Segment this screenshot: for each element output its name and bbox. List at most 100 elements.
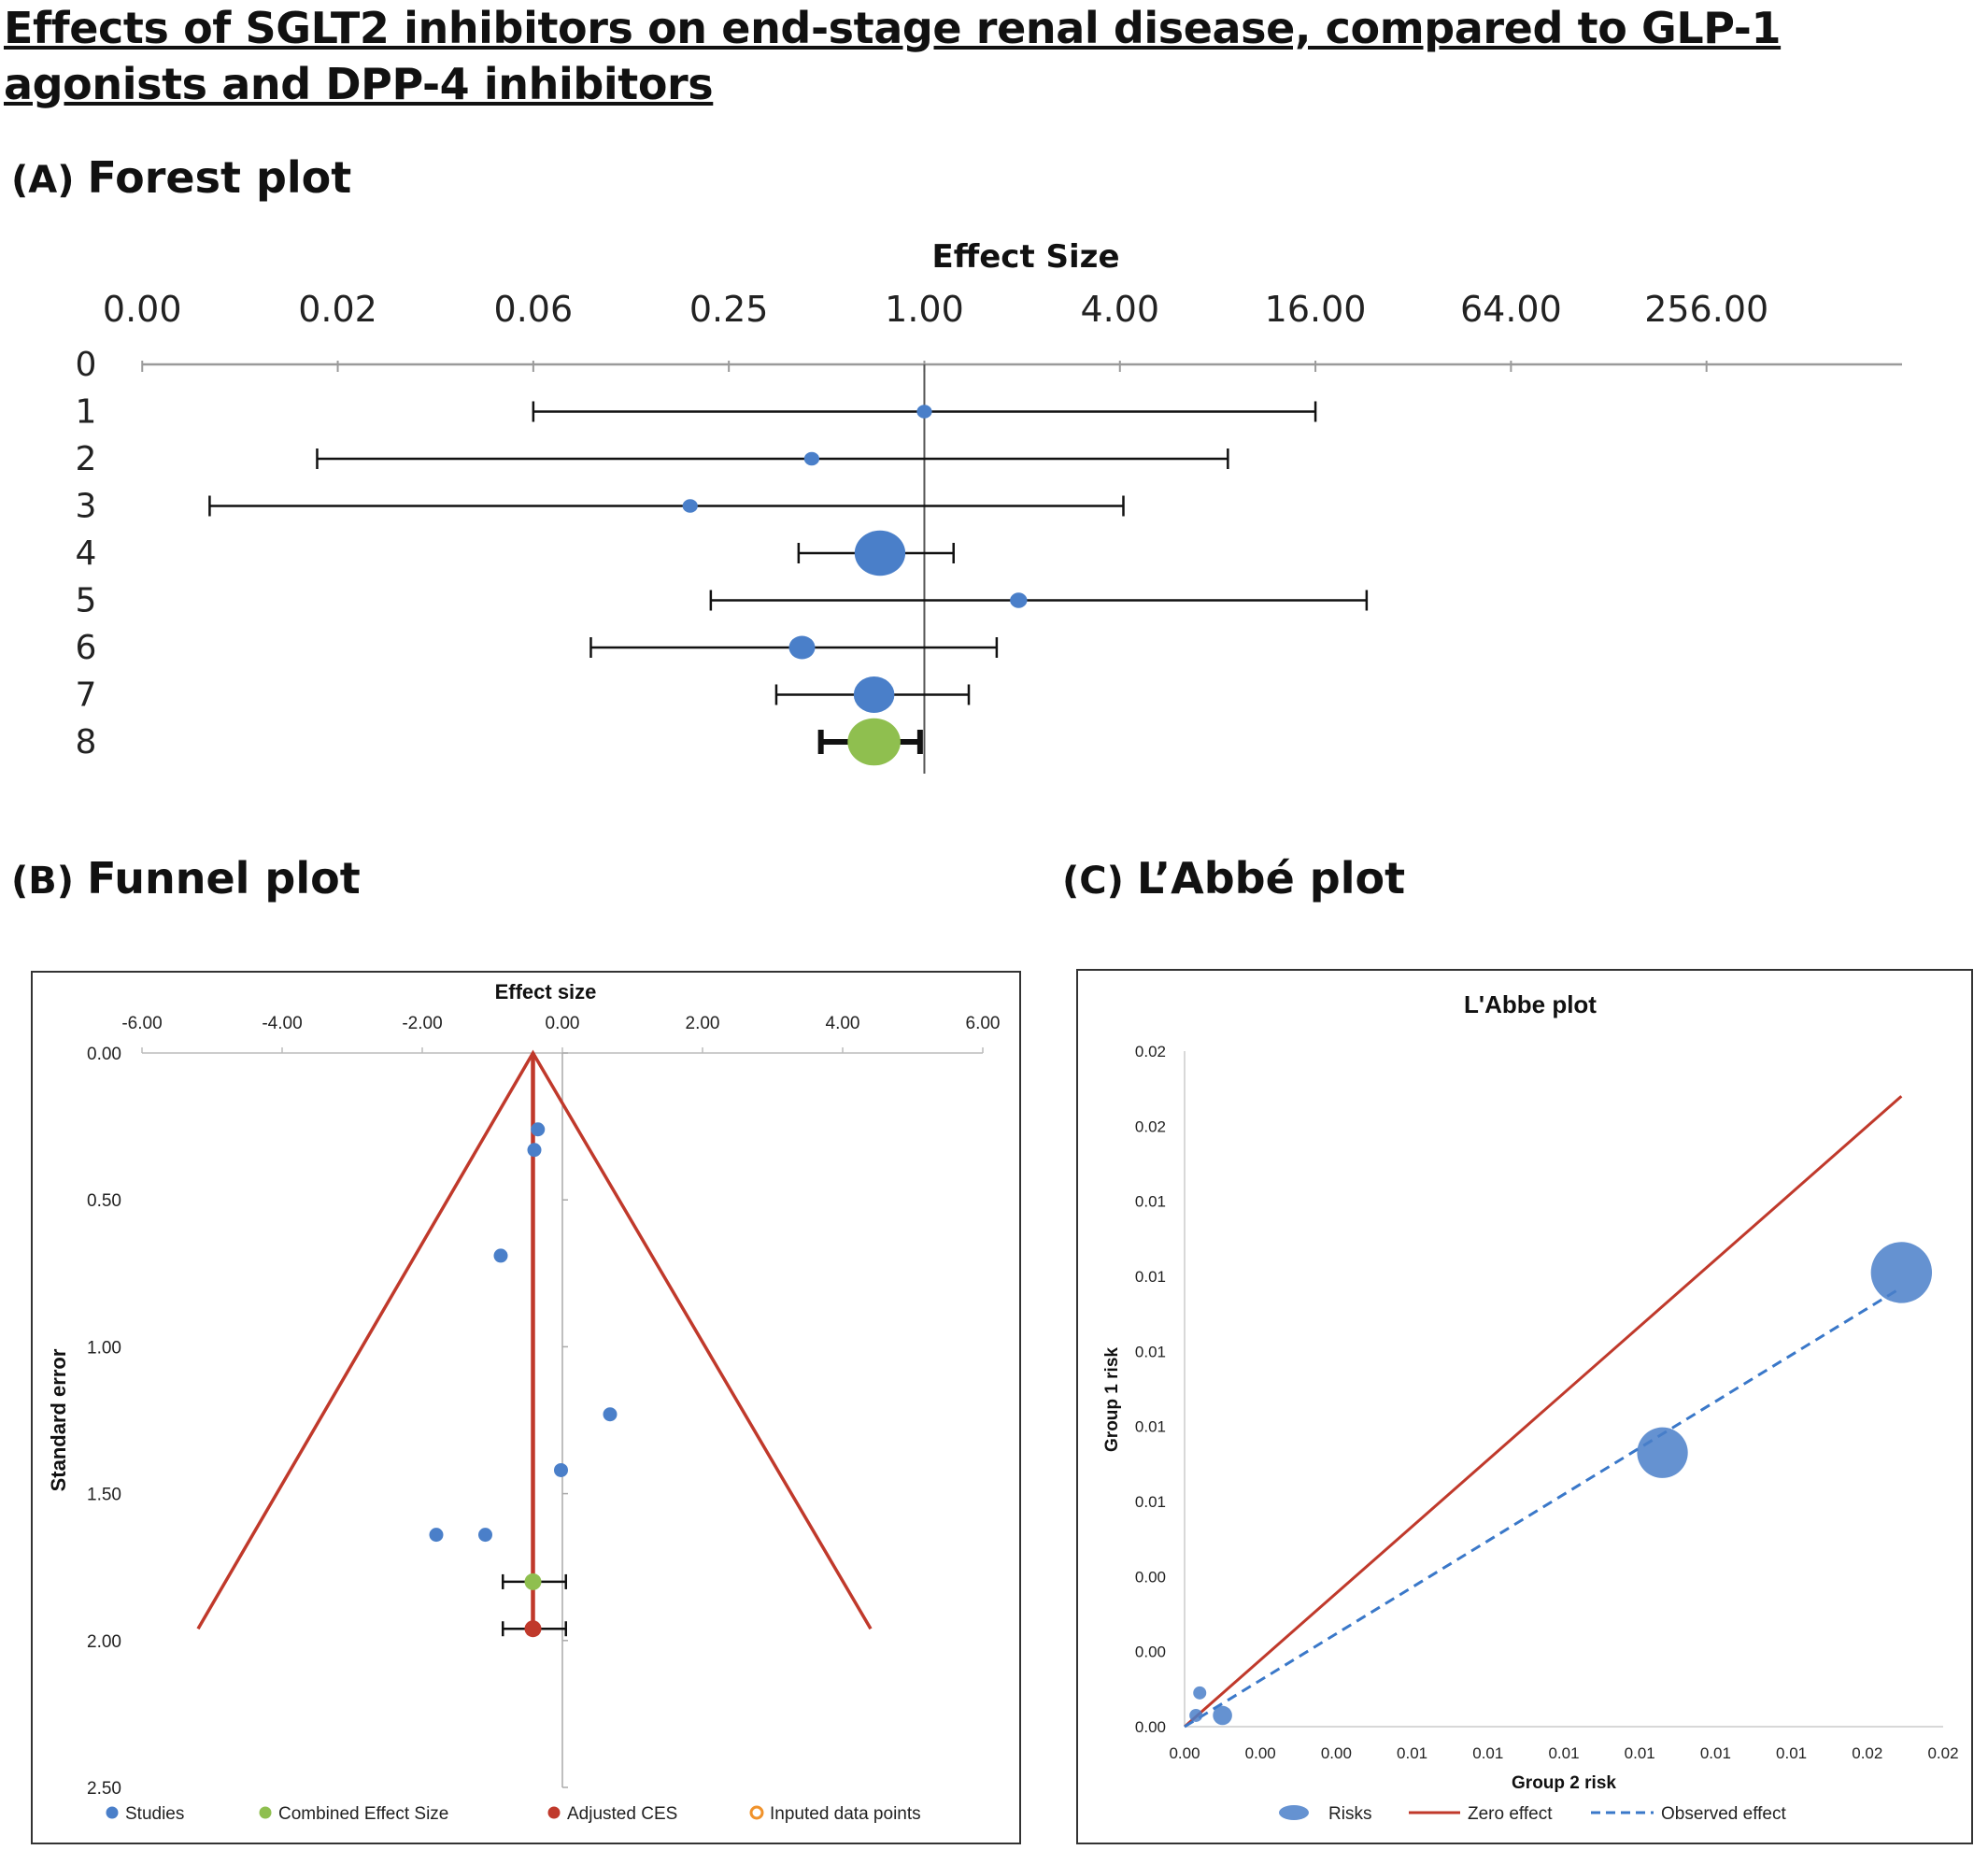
funnel-legend-swatch: [749, 1805, 764, 1820]
labbe-x-tick-label: 0.01: [1472, 1744, 1503, 1762]
panel-c-heading: (C) L’Abbé plot: [1062, 852, 1405, 907]
forest-row-label: 6: [76, 629, 97, 667]
forest-x-tick-label: 0.00: [103, 289, 182, 330]
forest-combined-marker: [847, 718, 901, 766]
forest-x-tick-label: 16.00: [1265, 289, 1367, 330]
funnel-legend-label: Studies: [125, 1804, 184, 1824]
labbe-y-tick-label: 0.01: [1135, 1268, 1166, 1286]
labbe-y-tick-label: 0.00: [1135, 1568, 1166, 1586]
forest-x-tick-label: 0.06: [494, 289, 574, 330]
forest-x-tick-label: 1.00: [885, 289, 964, 330]
labbe-y-tick-label: 0.01: [1135, 1418, 1166, 1436]
forest-plot: Effect Size 0.00 0.02 0.06 0.25 1.00 4.00 16.00…: [76, 238, 1902, 774]
funnel-combined-point: [524, 1572, 542, 1590]
funnel-legend-swatch: [547, 1806, 561, 1819]
labbe-x-tick-label: 0.02: [1927, 1744, 1958, 1762]
labbe-y-tick-label: 0.01: [1135, 1193, 1166, 1211]
funnel-plot: Effect size -6.00 -4.00 -2.00 0.00 2.00 4.00 6.…: [31, 971, 1021, 1844]
forest-row-label: 8: [76, 723, 97, 761]
funnel-x-tick-label: 4.00: [826, 1014, 860, 1033]
labbe-x-tick-label: 0.00: [1245, 1744, 1276, 1762]
panel-a-title: Forest plot: [87, 152, 352, 203]
funnel-study-point: [603, 1407, 618, 1422]
labbe-observed-effect-line: [1184, 1286, 1903, 1729]
labbe-frame: [1076, 969, 1973, 1844]
forest-study-marker: [854, 530, 906, 576]
panel-c-label: (C): [1062, 860, 1124, 903]
forest-row-label: 7: [76, 676, 97, 715]
panel-a-label: (A): [11, 159, 75, 202]
forest-x-tick-label: 64.00: [1460, 289, 1562, 330]
panel-b-title: Funnel plot: [87, 853, 361, 904]
panel-c-title: L’Abbé plot: [1136, 853, 1406, 904]
funnel-y-tick-label: 0.50: [87, 1191, 121, 1211]
labbe-plot: L'Abbe plot0.000.000.000.010.010.010.010…: [1076, 969, 1973, 1844]
funnel-x-tick-label: -4.00: [262, 1014, 302, 1033]
labbe-zero-effect-line: [1184, 1095, 1903, 1729]
funnel-legend-swatch: [106, 1806, 119, 1819]
panel-b-label: (B): [11, 860, 75, 903]
funnel-study-point: [554, 1462, 568, 1477]
page-title: Effects of SGLT2 inhibitors on end-stage…: [4, 3, 1782, 109]
forest-study-marker: [788, 635, 816, 660]
labbe-x-tick-label: 0.00: [1321, 1744, 1352, 1762]
forest-row-label: 0: [76, 346, 97, 384]
funnel-frame: [31, 971, 1021, 1844]
labbe-y-tick-label: 0.00: [1135, 1644, 1166, 1661]
labbe-x-tick-label: 0.01: [1776, 1744, 1807, 1762]
funnel-legend-label: Inputed data points: [770, 1804, 921, 1824]
funnel-x-tick-label: -2.00: [402, 1014, 442, 1033]
labbe-chart-title: L'Abbe plot: [1464, 990, 1597, 1018]
labbe-risk-bubble: [1189, 1708, 1203, 1722]
forest-study-marker: [1010, 592, 1028, 608]
funnel-y-tick-label: 1.00: [87, 1338, 121, 1358]
funnel-study-point: [493, 1248, 508, 1263]
labbe-x-tick-label: 0.01: [1397, 1744, 1427, 1762]
forest-x-tick-label: 0.02: [298, 289, 377, 330]
labbe-y-tick-label: 0.00: [1135, 1718, 1166, 1736]
labbe-x-tick-label: 0.01: [1625, 1744, 1655, 1762]
labbe-y-tick-label: 0.01: [1135, 1343, 1166, 1360]
forest-row-label: 4: [76, 534, 97, 573]
forest-x-tick-label: 256.00: [1644, 289, 1768, 330]
labbe-risk-bubble: [1213, 1705, 1232, 1726]
funnel-legend-label: Adjusted CES: [567, 1804, 677, 1824]
labbe-x-tick-label: 0.00: [1169, 1744, 1200, 1762]
labbe-legend-label: Observed effect: [1661, 1804, 1787, 1824]
forest-study-marker: [916, 405, 932, 419]
funnel-x-axis-title: Effect size: [495, 980, 597, 1003]
forest-study-marker: [682, 499, 698, 513]
forest-x-axis-title: Effect Size: [931, 238, 1119, 276]
labbe-legend-label: Risks: [1328, 1804, 1371, 1824]
labbe-x-tick-label: 0.02: [1852, 1744, 1882, 1762]
labbe-risk-bubble: [1637, 1427, 1688, 1478]
funnel-y-tick-label: 2.50: [87, 1779, 121, 1799]
labbe-legend-label: Zero effect: [1468, 1804, 1553, 1824]
labbe-risk-bubble: [1870, 1242, 1933, 1303]
funnel-x-tick-label: 0.00: [546, 1014, 580, 1033]
forest-row-label: 2: [76, 440, 97, 478]
forest-row-label: 1: [76, 393, 97, 432]
forest-study-marker: [803, 451, 820, 466]
funnel-study-point: [478, 1528, 492, 1543]
funnel-x-tick-label: 6.00: [966, 1014, 1001, 1033]
panel-a-heading: (A) Forest plot: [11, 151, 351, 206]
funnel-study-point: [429, 1528, 444, 1543]
funnel-x-tick-label: 2.00: [686, 1014, 720, 1033]
funnel-legend-label: Combined Effect Size: [278, 1804, 448, 1824]
forest-x-tick-label: 4.00: [1080, 289, 1159, 330]
labbe-y-tick-label: 0.01: [1135, 1493, 1166, 1511]
labbe-x-tick-label: 0.01: [1700, 1744, 1731, 1762]
funnel-legend-swatch: [259, 1806, 272, 1819]
funnel-y-tick-label: 1.50: [87, 1486, 121, 1505]
panel-b-heading: (B) Funnel plot: [11, 852, 361, 907]
forest-row-label: 5: [76, 582, 97, 620]
labbe-y-axis-title: Group 1 risk: [1102, 1347, 1122, 1452]
labbe-y-tick-label: 0.02: [1135, 1117, 1166, 1135]
funnel-y-tick-label: 0.00: [87, 1045, 121, 1064]
labbe-x-tick-label: 0.01: [1548, 1744, 1579, 1762]
funnel-adjusted-ces-point: [524, 1620, 542, 1638]
funnel-study-point: [527, 1143, 542, 1158]
funnel-y-tick-label: 2.00: [87, 1632, 121, 1652]
